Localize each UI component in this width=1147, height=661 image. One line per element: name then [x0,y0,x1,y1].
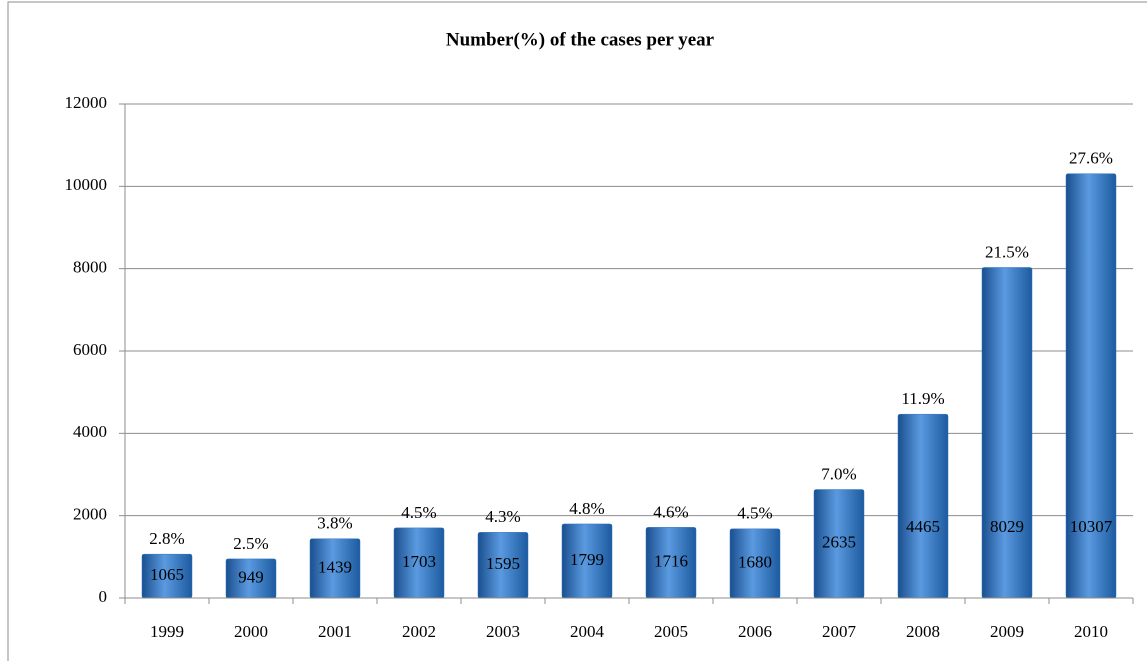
value-label: 4465 [906,517,940,536]
percent-label: 7.0% [821,464,856,483]
x-tick-label: 2007 [822,622,857,641]
value-label: 1595 [486,554,520,573]
value-label: 1799 [570,550,604,569]
x-tick-label: 2006 [738,622,772,641]
value-label: 2635 [822,533,856,552]
percent-label: 4.5% [401,503,436,522]
value-label: 1065 [150,565,184,584]
y-tick-label: 2000 [73,505,107,524]
x-tick-label: 2003 [486,622,520,641]
value-label: 10307 [1070,517,1113,536]
x-tick-label: 2001 [318,622,352,641]
value-label: 1680 [738,552,772,571]
percent-label: 2.5% [233,534,268,553]
x-tick-label: 2010 [1074,622,1108,641]
y-tick-label: 12000 [65,93,108,112]
x-tick-label: 2004 [570,622,605,641]
chart-frame [7,1,1147,661]
value-label: 1439 [318,557,352,576]
value-label: 1703 [402,552,436,571]
percent-label: 3.8% [317,514,352,533]
percent-label: 4.5% [737,504,772,523]
percent-label: 4.6% [653,502,688,521]
x-tick-label: 2009 [990,622,1024,641]
percent-label: 2.8% [149,529,184,548]
y-tick-label: 6000 [73,340,107,359]
percent-label: 27.6% [1069,149,1113,168]
y-tick-label: 8000 [73,258,107,277]
x-tick-label: 2008 [906,622,940,641]
percent-label: 4.8% [569,499,604,518]
x-tick-label: 1999 [150,622,184,641]
bar [897,413,949,599]
y-tick-label: 4000 [73,422,107,441]
bar [981,267,1033,599]
y-tick-label: 0 [99,587,108,606]
chart-title: Number(%) of the cases per year [446,29,715,50]
percent-label: 21.5% [985,242,1029,261]
x-tick-label: 2005 [654,622,688,641]
value-label: 949 [238,567,264,586]
y-tick-label: 10000 [65,175,108,194]
x-tick-label: 2000 [234,622,268,641]
percent-label: 11.9% [901,389,944,408]
value-label: 1716 [654,552,688,571]
percent-label: 4.3% [485,507,520,526]
value-label: 8029 [990,517,1024,536]
x-tick-label: 2002 [402,622,436,641]
